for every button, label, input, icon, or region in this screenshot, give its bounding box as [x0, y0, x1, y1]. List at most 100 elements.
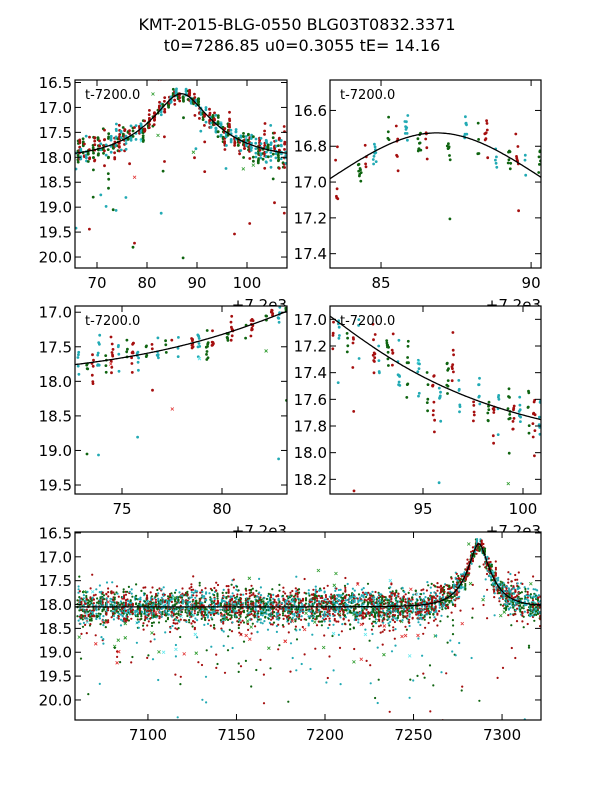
data-point	[99, 142, 102, 145]
data-point	[329, 614, 331, 616]
data-point	[255, 138, 258, 141]
data-point	[497, 433, 500, 436]
data-point	[305, 599, 307, 601]
data-point	[372, 609, 374, 611]
data-point	[451, 601, 453, 603]
data-point	[140, 618, 142, 620]
data-point	[250, 591, 252, 593]
data-point	[436, 624, 438, 626]
data-point	[226, 616, 228, 618]
data-point	[168, 613, 170, 615]
data-point	[295, 626, 297, 628]
data-point	[203, 141, 206, 144]
data-point	[186, 615, 188, 617]
data-point	[358, 163, 361, 166]
data-point	[346, 337, 349, 340]
data-point	[196, 595, 198, 597]
data-point	[154, 638, 156, 640]
data-point	[259, 596, 261, 598]
data-point	[174, 592, 176, 594]
data-point	[205, 353, 208, 356]
data-point	[194, 612, 196, 614]
data-point	[157, 353, 160, 356]
y-tick-label: 19.5	[39, 477, 72, 495]
y-tick-label: 18.5	[39, 407, 72, 425]
data-point	[366, 660, 368, 662]
data-point	[92, 365, 95, 368]
y-tick-label: 17.4	[294, 364, 327, 382]
data-point	[432, 409, 435, 412]
data-point	[132, 603, 134, 605]
data-point	[198, 345, 201, 348]
data-point	[252, 319, 255, 322]
data-point	[272, 623, 274, 625]
data-point	[211, 329, 214, 332]
y-tick-label: 19.0	[39, 442, 72, 460]
data-point	[361, 600, 363, 602]
data-point	[168, 603, 170, 605]
data-point	[356, 612, 358, 614]
data-point	[288, 623, 290, 625]
data-point	[82, 626, 84, 628]
data-point	[423, 592, 425, 594]
data-point	[107, 591, 109, 593]
data-point	[524, 174, 527, 177]
data-point	[216, 594, 218, 596]
data-point	[98, 140, 101, 143]
data-point	[273, 201, 276, 204]
data-point	[417, 621, 419, 623]
data-point	[126, 614, 128, 616]
data-point	[352, 342, 355, 345]
data-point	[372, 163, 375, 166]
data-point	[279, 614, 281, 616]
data-point	[391, 650, 393, 652]
data-point	[107, 187, 110, 190]
data-point	[464, 115, 467, 118]
data-point	[329, 620, 331, 622]
data-point	[163, 108, 166, 111]
data-point	[389, 630, 391, 632]
data-point	[102, 592, 104, 594]
data-point	[344, 614, 346, 616]
data-point	[446, 392, 449, 395]
data-point	[224, 672, 226, 674]
data-point	[268, 618, 270, 620]
data-point	[495, 162, 498, 165]
data-point	[375, 618, 377, 620]
data-point	[537, 171, 540, 174]
data-point	[206, 329, 209, 332]
data-point	[380, 632, 382, 634]
data-point	[239, 149, 242, 152]
data-point	[173, 103, 176, 106]
data-point	[338, 634, 340, 636]
data-point	[135, 138, 138, 141]
data-point	[362, 609, 364, 611]
data-point	[512, 428, 515, 431]
data-point	[272, 594, 274, 596]
data-point	[373, 143, 376, 146]
data-point	[366, 609, 368, 611]
data-point	[179, 683, 181, 685]
data-point	[179, 636, 181, 638]
data-point	[448, 586, 450, 588]
data-point	[190, 586, 192, 588]
data-point	[87, 153, 90, 156]
data-point	[255, 152, 258, 155]
data-point	[334, 595, 336, 597]
data-point	[208, 619, 210, 621]
data-point	[332, 321, 335, 324]
data-point	[215, 582, 217, 584]
data-point	[388, 138, 391, 141]
data-point	[383, 629, 385, 631]
data-point	[88, 136, 91, 139]
data-point	[211, 589, 213, 591]
y-tick-label: 17.0	[39, 304, 72, 322]
data-point	[447, 604, 449, 606]
data-point	[175, 88, 178, 91]
data-point	[328, 655, 330, 657]
data-point	[112, 348, 115, 351]
data-point	[214, 598, 216, 600]
data-point	[372, 158, 375, 161]
data-point	[422, 633, 424, 635]
data-point	[191, 611, 193, 613]
